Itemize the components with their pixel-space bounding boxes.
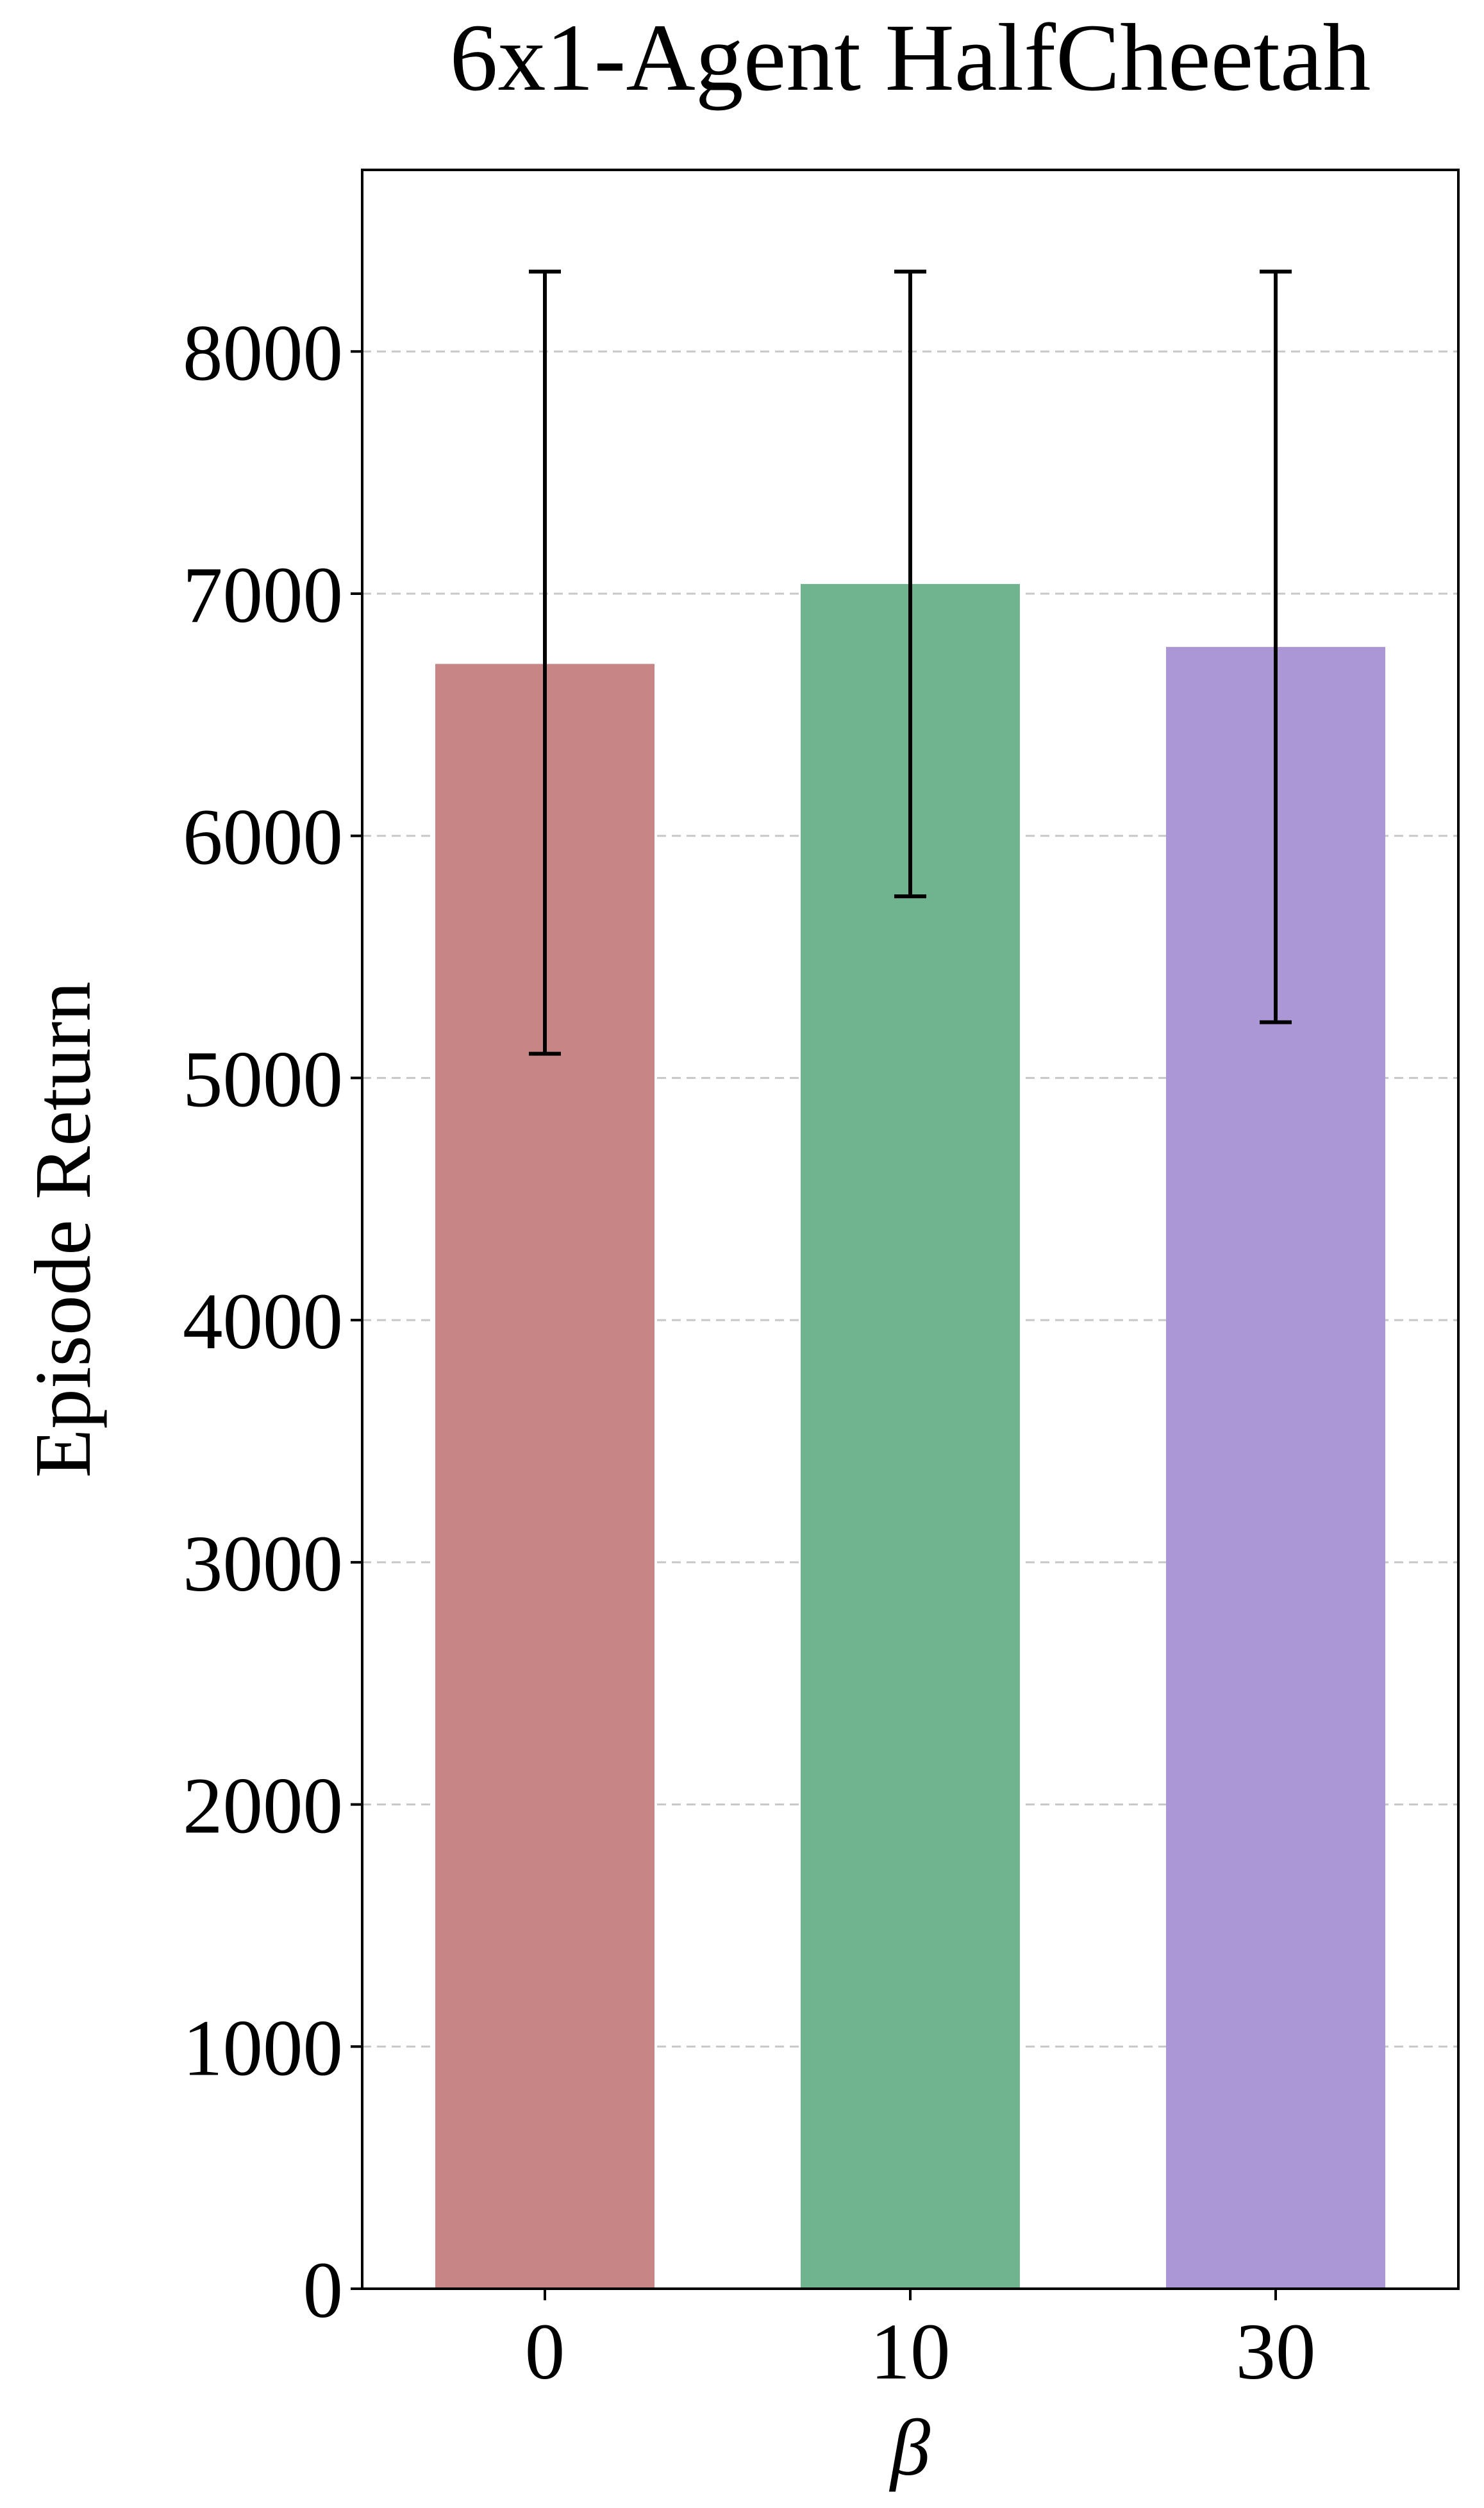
- y-tick-label: 2000: [183, 1762, 343, 1851]
- chart-title: 6x1-Agent HalfCheetah: [449, 4, 1371, 111]
- x-axis: 0 10 30: [525, 2289, 1316, 2396]
- error-bars: [529, 269, 1292, 1056]
- y-tick-label: 3000: [183, 1520, 343, 1609]
- y-tick-label: 5000: [183, 1035, 343, 1124]
- x-tick-label: 30: [1236, 2308, 1316, 2396]
- x-axis-label: β: [888, 2404, 931, 2493]
- y-tick-label: 7000: [183, 551, 343, 640]
- x-tick-label: 0: [525, 2308, 565, 2396]
- x-tick-label: 10: [871, 2308, 951, 2396]
- y-axis-label: Episode Return: [19, 982, 108, 1478]
- y-tick-label: 0: [303, 2246, 344, 2335]
- y-tick-label: 8000: [183, 309, 343, 397]
- y-axis: 0 1000 2000 3000 4000 5000 6000 7000 8000: [183, 309, 362, 2335]
- y-tick-label: 6000: [183, 794, 343, 882]
- y-tick-label: 1000: [183, 2004, 343, 2093]
- y-tick-label: 4000: [183, 1278, 343, 1366]
